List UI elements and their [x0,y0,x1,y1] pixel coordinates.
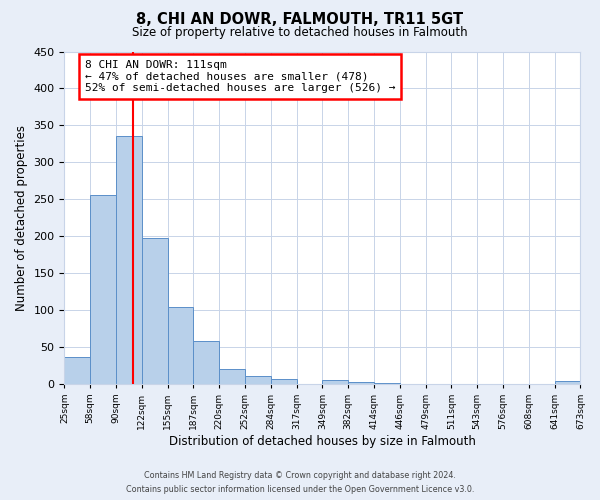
Bar [90,196,116,384]
Text: 8 CHI AN DOWR: 111sqm
← 47% of detached houses are smaller (478)
52% of semi-det: 8 CHI AN DOWR: 111sqm ← 47% of detached … [85,60,395,93]
X-axis label: Distribution of detached houses by size in Falmouth: Distribution of detached houses by size … [169,434,476,448]
Bar [142,238,167,384]
Bar [167,307,193,384]
Y-axis label: Number of detached properties: Number of detached properties [15,124,28,310]
Bar [271,379,296,384]
Text: Contains HM Land Registry data © Crown copyright and database right 2024.
Contai: Contains HM Land Registry data © Crown c… [126,472,474,494]
Text: 8, CHI AN DOWR, FALMOUTH, TR11 5GT: 8, CHI AN DOWR, FALMOUTH, TR11 5GT [136,12,464,28]
Bar [219,369,245,384]
Text: Size of property relative to detached houses in Falmouth: Size of property relative to detached ho… [132,26,468,39]
Bar [116,136,142,384]
Bar [64,357,90,384]
Bar [374,383,400,384]
Bar [554,382,580,384]
Bar [193,342,219,384]
Bar [348,382,374,384]
Bar [245,376,271,384]
Bar [322,380,348,384]
